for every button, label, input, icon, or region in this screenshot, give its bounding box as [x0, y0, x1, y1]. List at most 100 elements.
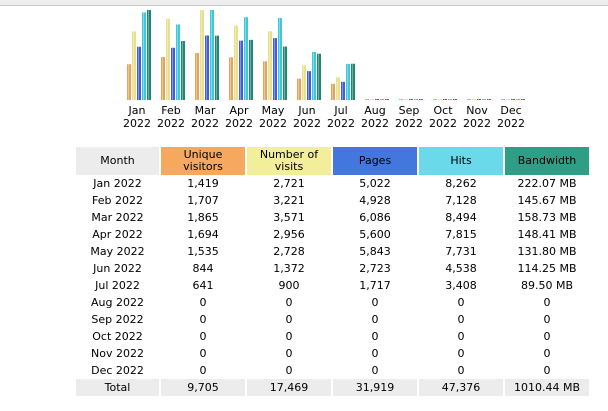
bar-visits	[302, 65, 306, 100]
bar-visits	[268, 31, 272, 101]
bar-visits	[438, 99, 442, 100]
cell-pages: 0	[371, 364, 379, 377]
cell-visits: 0	[285, 313, 293, 326]
month-year: 2022	[361, 117, 389, 130]
total-visitors: 9,705	[161, 379, 245, 396]
monthly-history-chart	[120, 6, 530, 102]
bar-visitors	[297, 78, 301, 100]
cell-visitors: 0	[199, 347, 207, 360]
chart-month-label: Dec 2022	[494, 104, 528, 130]
bar-hits	[176, 24, 180, 100]
cell-hits: 0	[457, 296, 465, 309]
cell-pages: 0	[371, 330, 379, 343]
cell-bandwidth: 0	[543, 313, 551, 326]
top-border	[0, 0, 608, 6]
bar-highlight	[274, 38, 275, 100]
cell-month: Mar 2022	[91, 211, 144, 224]
bar-bandwidth	[215, 35, 219, 100]
month-name: Sep	[398, 104, 420, 117]
table-row: Sep 2022 0 0 0 0 0	[76, 311, 589, 328]
bar-highlight	[230, 57, 231, 100]
bar-pages	[341, 81, 345, 100]
cell-month: Aug 2022	[91, 296, 144, 309]
month-year: 2022	[191, 117, 219, 130]
month-name: Feb	[161, 104, 181, 117]
bar-bandwidth	[351, 63, 355, 100]
chart-month-label: Mar 2022	[188, 104, 222, 130]
total-pages: 31,919	[333, 379, 417, 396]
bar-visitors	[195, 52, 199, 100]
chart-canvas	[127, 10, 525, 101]
bar-highlight	[177, 24, 178, 100]
cell-month: Jan 2022	[93, 177, 142, 190]
cell-pages: 5,600	[359, 228, 391, 241]
cell-visits: 3,221	[273, 194, 305, 207]
bar-highlight	[478, 99, 479, 100]
monthly-stats-table: Month Unique visitors Number of visits P…	[74, 147, 591, 396]
month-name: Oct	[433, 104, 453, 117]
cell-pages: 4,928	[359, 194, 391, 207]
header-unique-visitors: Unique visitors	[161, 147, 245, 175]
cell-pages: 2,723	[359, 262, 391, 275]
bar-highlight	[347, 63, 348, 100]
month-year: 2022	[259, 117, 287, 130]
table-row: May 2022 1,535 2,728 5,843 7,731 131.80 MB	[76, 243, 589, 260]
month-year: 2022	[395, 117, 423, 130]
bar-highlight	[381, 99, 382, 100]
table-row: Jan 2022 1,419 2,721 5,022 8,262 222.07 MB	[76, 175, 589, 192]
bar-highlight	[512, 99, 513, 100]
bar-highlight	[216, 35, 217, 100]
bar-highlight	[138, 46, 139, 100]
bar-highlight	[250, 39, 251, 100]
bar-pages	[375, 99, 379, 100]
table-row: Aug 2022 0 0 0 0 0	[76, 294, 589, 311]
cell-hits: 3,408	[445, 279, 477, 292]
bar-highlight	[352, 63, 353, 100]
chart-month-label: Nov 2022	[460, 104, 494, 130]
bar-bandwidth	[385, 99, 389, 100]
bar-visits	[370, 99, 374, 100]
cell-hits: 0	[457, 364, 465, 377]
cell-visits: 2,956	[273, 228, 305, 241]
month-name: Nov	[466, 104, 488, 117]
bar-hits	[244, 17, 248, 101]
bar-highlight	[366, 99, 367, 100]
bar-highlight	[415, 99, 416, 100]
bar-highlight	[342, 81, 343, 100]
bar-highlight	[517, 99, 518, 100]
bar-pages	[409, 99, 413, 100]
month-year: 2022	[463, 117, 491, 130]
bar-highlight	[454, 99, 455, 100]
chart-month-label: Sep 2022	[392, 104, 426, 130]
month-year: 2022	[225, 117, 253, 130]
table-row: Mar 2022 1,865 3,571 6,086 8,494 158.73 MB	[76, 209, 589, 226]
bar-hits	[312, 51, 316, 100]
cell-month: Dec 2022	[91, 364, 144, 377]
bar-bandwidth	[317, 53, 321, 100]
cell-pages: 0	[371, 296, 379, 309]
bar-highlight	[420, 99, 421, 100]
bar-bandwidth	[181, 40, 185, 100]
bar-highlight	[298, 78, 299, 100]
cell-month: Apr 2022	[92, 228, 143, 241]
month-year: 2022	[293, 117, 321, 130]
bar-visits	[336, 77, 340, 100]
bar-hits	[448, 99, 452, 100]
table-row: Jul 2022 641 900 1,717 3,408 89.50 MB	[76, 277, 589, 294]
cell-pages: 5,022	[359, 177, 391, 190]
bar-hits	[380, 99, 384, 100]
month-year: 2022	[123, 117, 151, 130]
bar-visitors	[467, 99, 471, 100]
cell-visits: 0	[285, 364, 293, 377]
bar-visitors	[127, 64, 131, 100]
chart-month-labels: Jan 2022 Feb 2022 Mar 2022 Apr 2022 May 2022 Jun 20…	[120, 104, 530, 132]
chart-month-label: Apr 2022	[222, 104, 256, 130]
bar-highlight	[473, 99, 474, 100]
bar-bandwidth	[487, 99, 491, 100]
header-bandwidth: Bandwidth	[505, 147, 589, 175]
cell-pages: 5,843	[359, 245, 391, 258]
table-body: Jan 2022 1,419 2,721 5,022 8,262 222.07 MB Feb…	[76, 175, 589, 379]
bar-highlight	[449, 99, 450, 100]
bar-highlight	[308, 71, 309, 100]
month-name: Jun	[298, 104, 316, 117]
